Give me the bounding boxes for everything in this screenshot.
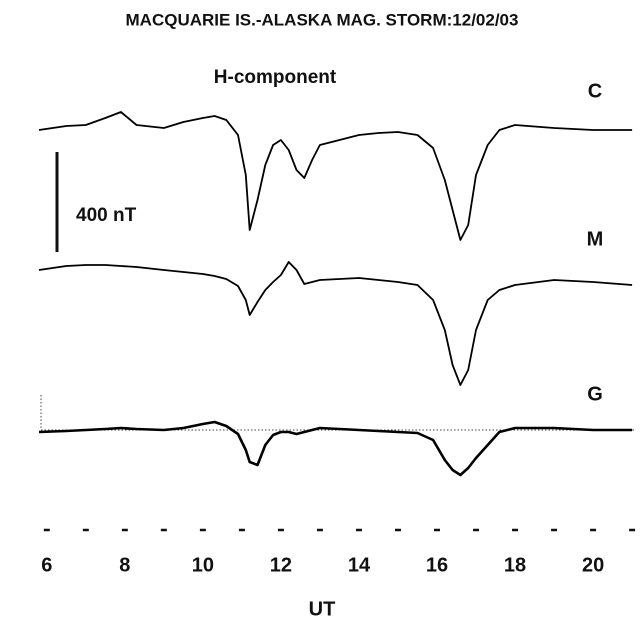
x-tick-label: 6 — [41, 554, 52, 576]
x-tick-label: 14 — [348, 554, 371, 576]
x-tick-label: 8 — [119, 554, 130, 576]
trace — [38, 111, 633, 241]
chart-title: MACQUARIE IS.-ALASKA MAG. STORM:12/02/03 — [126, 10, 519, 29]
scale-bar-label: 400 nT — [76, 205, 137, 226]
x-axis-label: UT — [309, 598, 336, 620]
x-tick-label: 12 — [270, 554, 292, 576]
x-tick-label: 20 — [582, 554, 604, 576]
x-tick-label: 18 — [504, 554, 526, 576]
trace-label: G — [587, 383, 603, 405]
x-tick-label: 16 — [426, 554, 448, 576]
trace-label: C — [588, 80, 602, 102]
subtitle: H-component — [214, 67, 337, 88]
trace — [38, 420, 633, 477]
trace-label: M — [587, 228, 604, 250]
x-tick-label: 10 — [192, 554, 214, 576]
trace — [38, 261, 633, 386]
